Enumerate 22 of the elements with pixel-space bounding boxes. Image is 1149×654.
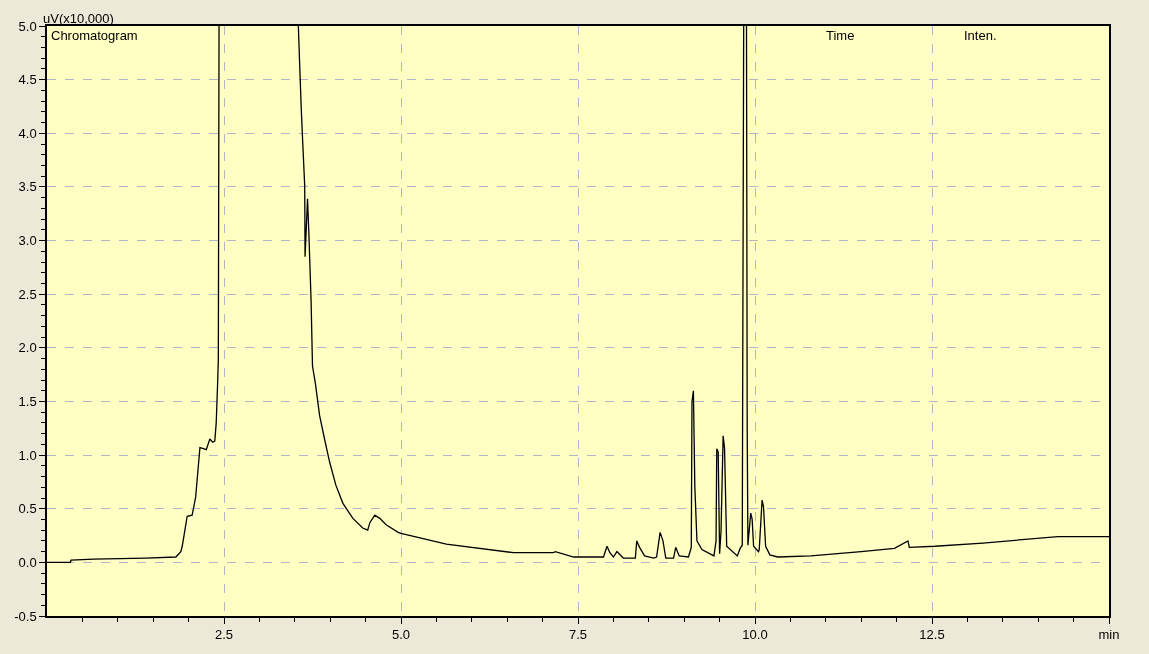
y-tick-label: 2.5 (18, 286, 37, 302)
y-tick-label: 0.0 (18, 554, 37, 570)
y-tick-label: 5.0 (18, 18, 37, 34)
y-tick-label: 4.5 (18, 72, 37, 88)
x-tick-label: 7.5 (568, 627, 588, 643)
y-tick-label: 1.0 (18, 447, 37, 463)
y-tick-label: 0.5 (18, 501, 37, 517)
x-tick-label: 2.5 (214, 627, 234, 643)
x-tick-label: 10.0 (742, 627, 768, 643)
y-tick-label: 2.0 (18, 340, 37, 356)
annotation: Time (826, 28, 855, 43)
x-tick-label: min (1098, 627, 1120, 643)
y-tick-label: 3.0 (18, 233, 37, 249)
y-tick-label: -0.5 (14, 608, 37, 624)
x-tick-label: 12.5 (919, 627, 945, 643)
y-tick-label: 4.0 (18, 125, 37, 141)
annotation: Chromatogram (51, 28, 138, 43)
y-axis-title: uV(x10,000) (43, 11, 114, 26)
annotation: Inten. (964, 28, 997, 43)
y-tick-label: 1.5 (18, 394, 37, 409)
y-tick-label: 3.5 (18, 179, 37, 195)
x-tick-label: 5.0 (391, 627, 411, 643)
